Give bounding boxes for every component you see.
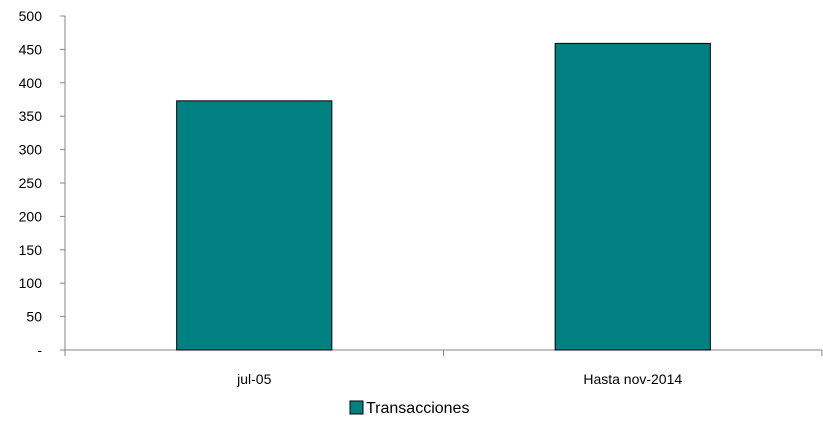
legend: Transacciones <box>349 400 469 417</box>
x-axis: jul-05 Hasta nov-2014 <box>64 349 823 387</box>
y-tick-label: 50 <box>26 309 42 325</box>
bars <box>176 42 711 351</box>
y-tick-label: 250 <box>19 175 43 191</box>
y-tick-label: 300 <box>19 142 43 158</box>
x-tick-label: Hasta nov-2014 <box>583 371 682 387</box>
bar-0 <box>176 100 333 351</box>
y-tick-label: 100 <box>19 275 43 291</box>
y-tick-label: 450 <box>19 41 43 57</box>
legend-label-transacciones: Transacciones <box>366 400 469 417</box>
y-tick-label: 350 <box>19 108 43 124</box>
y-tick-label: 400 <box>19 75 43 91</box>
x-tick-label: jul-05 <box>236 371 271 387</box>
bar-1 <box>554 42 711 351</box>
y-tick-label: 500 <box>19 8 43 24</box>
y-tick-label: 150 <box>19 242 43 258</box>
legend-swatch <box>349 400 364 415</box>
y-axis: - 50 100 150 200 250 300 350 400 450 500 <box>19 8 66 358</box>
y-tick-label: - <box>37 342 42 358</box>
y-tick-label: 200 <box>19 208 43 224</box>
